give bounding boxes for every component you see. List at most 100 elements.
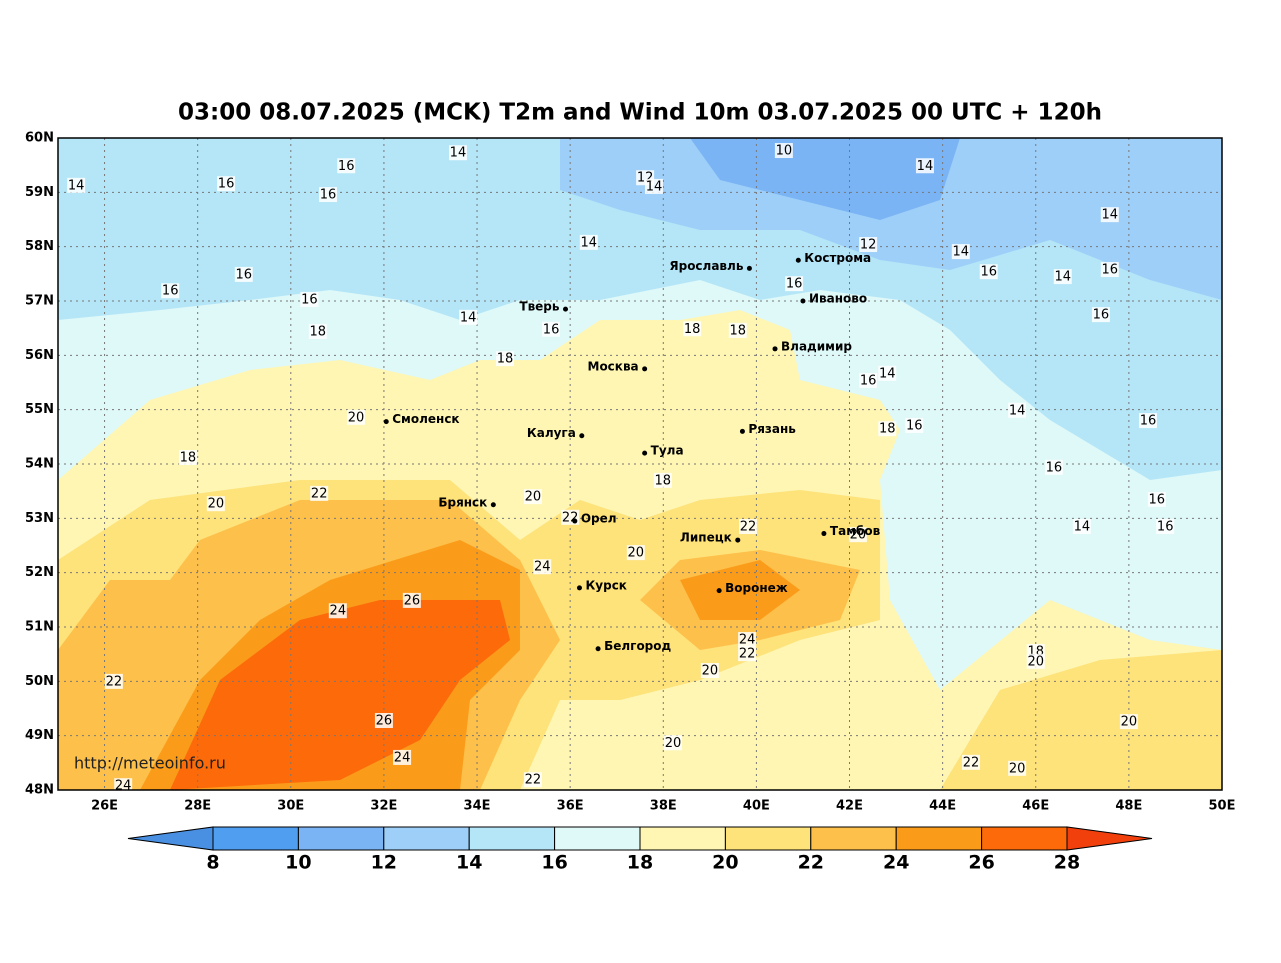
shade: [940, 650, 1222, 790]
contour-label: 26: [376, 713, 393, 728]
contour-label: 18: [180, 451, 197, 466]
colorbar-under: [127, 826, 214, 851]
city-label: Белгород: [604, 639, 671, 653]
x-tick-label: 32E: [370, 799, 397, 814]
colorbar-tick-label: 28: [1054, 852, 1080, 874]
contour-label: 20: [628, 546, 645, 561]
contour-label: 14: [1074, 520, 1091, 535]
contour-label-bg: [1091, 307, 1110, 323]
colorbar-tick-label: 26: [968, 852, 994, 874]
x-tick-label: 50E: [1209, 799, 1236, 814]
contour-label-bg: [67, 177, 86, 193]
city-dot: [772, 346, 778, 352]
contour-label-bg: [683, 321, 702, 337]
colorbar-tick-label: 14: [456, 852, 482, 874]
contour-label-bg: [495, 351, 514, 367]
y-tick-label: 48N: [25, 783, 54, 798]
contour-label-bg: [1138, 413, 1157, 429]
city-label: Воронеж: [725, 581, 788, 595]
contour-label-bg: [859, 237, 878, 253]
x-tick-label: 44E: [929, 799, 956, 814]
contour-label-bg: [739, 519, 758, 535]
shade: [680, 560, 800, 620]
colorbar-tick-label: 24: [883, 852, 909, 874]
contour-label: 16: [218, 177, 235, 192]
contour-label: 24: [534, 560, 551, 575]
contour-label: 24: [330, 604, 347, 619]
contour-label-bg: [626, 545, 645, 561]
city-label: Калуга: [527, 426, 576, 440]
city-dot: [579, 433, 585, 439]
contour-label: 16: [786, 277, 803, 292]
colorbar-segment: [212, 826, 299, 851]
colorbar-tick-label: 12: [371, 852, 397, 874]
city-dot: [735, 537, 741, 543]
contour-label-bg: [738, 632, 757, 648]
city-label: Тверь: [519, 300, 560, 314]
contour-label: 20: [850, 528, 867, 543]
contour-label-bg: [234, 266, 253, 282]
y-tick-label: 57N: [25, 294, 54, 309]
city-label: Ярославль: [669, 259, 743, 273]
contour-label: 14: [581, 235, 598, 250]
contour-label-bg: [915, 158, 934, 174]
contour-label-bg: [1100, 207, 1119, 223]
city-dot: [595, 646, 601, 652]
contour-label: 22: [740, 520, 757, 535]
contour-label: 22: [525, 773, 542, 788]
contour-label-bg: [1147, 491, 1166, 507]
contour-label-bg: [328, 603, 347, 619]
contour-label-bg: [300, 291, 319, 307]
contour-label-bg: [774, 143, 793, 159]
city-label: Тула: [651, 444, 684, 458]
contour-label-bg: [1026, 653, 1045, 669]
contour-label: 16: [1140, 414, 1157, 429]
contour-label: 18: [879, 422, 896, 437]
contour-label: 14: [460, 310, 477, 325]
contour-label-bg: [848, 527, 867, 543]
contour-label: 16: [301, 292, 318, 307]
contour-label-bg: [785, 276, 804, 292]
contour-label: 20: [348, 410, 365, 425]
contour-label-bg: [1053, 269, 1072, 285]
contour-label-bg: [1044, 459, 1063, 475]
city-label: Липецк: [680, 531, 732, 545]
contour-label-bg: [1008, 760, 1027, 776]
contour-label: 14: [68, 178, 85, 193]
contour-label-bg: [700, 663, 719, 679]
city-dot: [746, 265, 752, 271]
city-dot: [642, 366, 648, 372]
contour-label: 16: [1149, 492, 1166, 507]
contour-label-bg: [962, 754, 981, 770]
city-label: Иваново: [809, 292, 867, 306]
contour-label: 16: [236, 267, 253, 282]
contour-label: 20: [1009, 761, 1026, 776]
contour-label: 18: [497, 352, 514, 367]
x-tick-label: 34E: [464, 799, 491, 814]
contour-label: 14: [1009, 403, 1026, 418]
contour-label: 14: [646, 179, 663, 194]
y-tick-label: 58N: [25, 239, 54, 254]
y-tick-label: 56N: [25, 348, 54, 363]
contour-label: 24: [115, 779, 132, 794]
contour-label-bg: [859, 372, 878, 388]
colorbar-tick-label: 18: [627, 852, 653, 874]
contour-label-bg: [533, 559, 552, 575]
contour-label-bg: [319, 187, 338, 203]
contour-label: 24: [394, 750, 411, 765]
x-tick-label: 48E: [1115, 799, 1142, 814]
colorbar-segment: [724, 826, 812, 851]
contour-label: 14: [953, 245, 970, 260]
contour-label: 16: [860, 373, 877, 388]
city-label: Смоленск: [392, 412, 459, 426]
contour-label: 24: [739, 633, 756, 648]
city-dot: [563, 306, 569, 312]
contour-label: 14: [1102, 208, 1119, 223]
contour-label-bg: [523, 772, 542, 788]
contour-label: 16: [980, 265, 997, 280]
shade: [690, 138, 960, 220]
contour-label: 16: [1046, 460, 1063, 475]
contour-label: 14: [917, 159, 934, 174]
